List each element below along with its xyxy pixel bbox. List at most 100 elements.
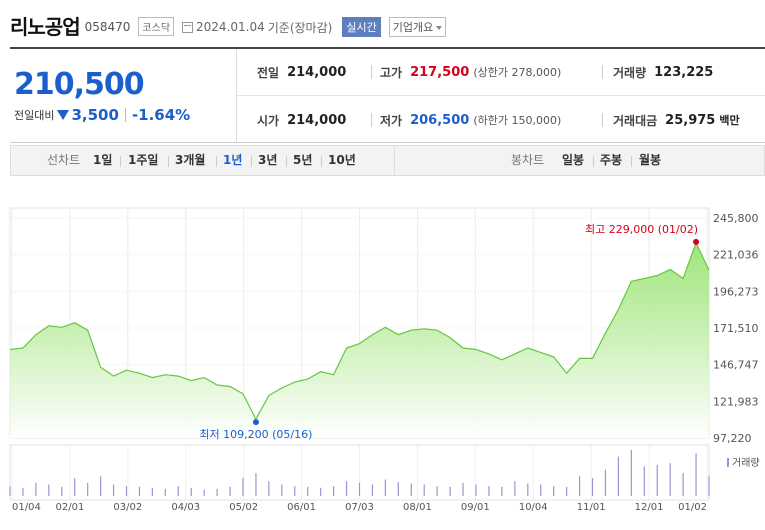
y-tick-label: 171,510 bbox=[713, 322, 759, 335]
company-info-dropdown[interactable]: 기업개요 bbox=[388, 16, 447, 37]
open-price: 시가 214,000 bbox=[257, 97, 346, 143]
volume-bar bbox=[74, 477, 76, 496]
volume-bar bbox=[630, 450, 632, 496]
open-value: 214,000 bbox=[287, 112, 347, 128]
trade-amount: 거래대금 25,975 백만 bbox=[613, 97, 740, 143]
volume-bar bbox=[35, 482, 37, 496]
candle-monthly[interactable]: 월봉 bbox=[639, 153, 662, 167]
candle-daily[interactable]: 일봉 bbox=[562, 153, 585, 167]
volume-legend-label: 거래량 bbox=[732, 457, 760, 469]
volume-bar bbox=[410, 483, 412, 496]
upper-limit: (상한가 278,000) bbox=[473, 66, 562, 79]
volume-bar bbox=[125, 486, 128, 496]
lower-limit: (하한가 150,000) bbox=[473, 114, 562, 127]
change-label: 전일대비 bbox=[14, 109, 55, 122]
divider bbox=[168, 156, 169, 167]
x-tick-label: 09/01 bbox=[461, 502, 490, 513]
company-info-label: 기업개요 bbox=[392, 20, 434, 34]
period-3m[interactable]: 3개월 bbox=[175, 153, 206, 167]
volume-bar bbox=[112, 484, 115, 496]
volume-label: 거래량 bbox=[613, 65, 647, 80]
y-tick-label: 196,273 bbox=[713, 285, 759, 298]
y-tick-label: 146,747 bbox=[713, 359, 759, 372]
price-change: 전일대비 3,500 -1.64% bbox=[14, 106, 190, 124]
x-tick-label: 05/02 bbox=[229, 502, 258, 513]
divider bbox=[120, 156, 121, 167]
volume-bar bbox=[268, 481, 270, 496]
divider bbox=[602, 65, 603, 79]
line-chart-label: 선차트 bbox=[47, 153, 81, 167]
volume-bar bbox=[242, 477, 244, 496]
volume-bar bbox=[100, 476, 102, 496]
divider bbox=[602, 113, 603, 127]
stock-name: 리노공업 bbox=[10, 14, 81, 39]
period-3y[interactable]: 3년 bbox=[258, 153, 278, 167]
annotations: 최고 229,000 (01/02) 최저 109,200 (05/16) bbox=[199, 223, 700, 441]
volume-bar bbox=[358, 482, 361, 496]
volume-bar bbox=[695, 453, 697, 496]
volume-bar bbox=[527, 483, 529, 496]
volume-legend: 거래량 bbox=[727, 457, 760, 469]
volume-bar bbox=[281, 484, 283, 496]
volume-bar bbox=[255, 473, 257, 496]
volume-bar bbox=[307, 486, 309, 496]
low-label: 저가 bbox=[380, 113, 403, 128]
divider bbox=[371, 113, 372, 127]
divider bbox=[631, 156, 632, 167]
volume-bar bbox=[501, 486, 503, 496]
period-1y[interactable]: 1년 bbox=[223, 153, 243, 167]
volume-bar bbox=[61, 486, 63, 496]
x-tick-label: 07/03 bbox=[345, 502, 374, 513]
volume-bar bbox=[345, 481, 348, 496]
amount-label: 거래대금 bbox=[613, 113, 658, 128]
price-area bbox=[9, 241, 710, 438]
divider bbox=[321, 156, 322, 167]
period-1d[interactable]: 1일 bbox=[93, 153, 113, 167]
quote-date: 2024.01.04 bbox=[196, 20, 265, 34]
volume-bar bbox=[462, 482, 464, 496]
volume-bar bbox=[436, 486, 438, 496]
x-tick-label: 01/02 bbox=[678, 502, 707, 513]
y-tick-label: 121,983 bbox=[713, 395, 759, 408]
divider bbox=[237, 95, 765, 96]
divider bbox=[593, 156, 594, 167]
period-5y[interactable]: 5년 bbox=[293, 153, 313, 167]
volume-bar bbox=[203, 489, 205, 496]
max-price-label: 최고 229,000 (01/02) bbox=[585, 223, 698, 236]
price-chart: 245,800 221,036 196,273 171,510 146,747 121,9… bbox=[9, 207, 760, 513]
chevron-down-icon bbox=[436, 25, 443, 30]
x-tick-label: 10/04 bbox=[519, 502, 548, 513]
price-area-fill bbox=[10, 242, 709, 438]
volume-bar bbox=[138, 486, 141, 496]
volume-bar bbox=[475, 484, 477, 496]
realtime-button[interactable]: 실시간 bbox=[342, 16, 381, 37]
volume-bar bbox=[643, 466, 645, 496]
volume: 거래량 123,225 bbox=[613, 49, 713, 95]
price-panel: 210,500 전일대비 3,500 -1.64% bbox=[10, 49, 237, 143]
x-tick-label: 12/01 bbox=[635, 502, 664, 513]
volume-bar bbox=[164, 488, 166, 496]
volume-bar bbox=[87, 482, 89, 496]
volume-bar bbox=[708, 476, 710, 496]
volume-bar bbox=[566, 486, 568, 496]
volume-bar bbox=[617, 456, 619, 496]
volume-bar bbox=[48, 484, 50, 496]
period-10y[interactable]: 10년 bbox=[328, 153, 356, 167]
divider bbox=[251, 156, 252, 167]
volume-bar bbox=[682, 473, 684, 496]
x-tick-label: 03/02 bbox=[113, 502, 142, 513]
quote-basis: 기준(장마감) bbox=[267, 20, 333, 35]
volume-bar bbox=[514, 481, 516, 496]
stock-header: 리노공업 058470 코스닥 2024.01.04 기준(장마감) 실시간 기… bbox=[10, 12, 447, 39]
candle-weekly[interactable]: 주봉 bbox=[600, 153, 623, 167]
low-price: 저가 206,500 (하한가 150,000) bbox=[380, 97, 561, 143]
volume-bar bbox=[177, 486, 179, 496]
period-1w[interactable]: 1주일 bbox=[128, 153, 159, 167]
volume-bar bbox=[320, 487, 322, 496]
volume-bar bbox=[669, 463, 671, 496]
divider bbox=[286, 156, 287, 167]
x-tick-label: 04/03 bbox=[171, 502, 200, 513]
divider bbox=[124, 108, 126, 122]
volume-bar bbox=[656, 464, 658, 496]
volume-bar bbox=[190, 487, 192, 496]
